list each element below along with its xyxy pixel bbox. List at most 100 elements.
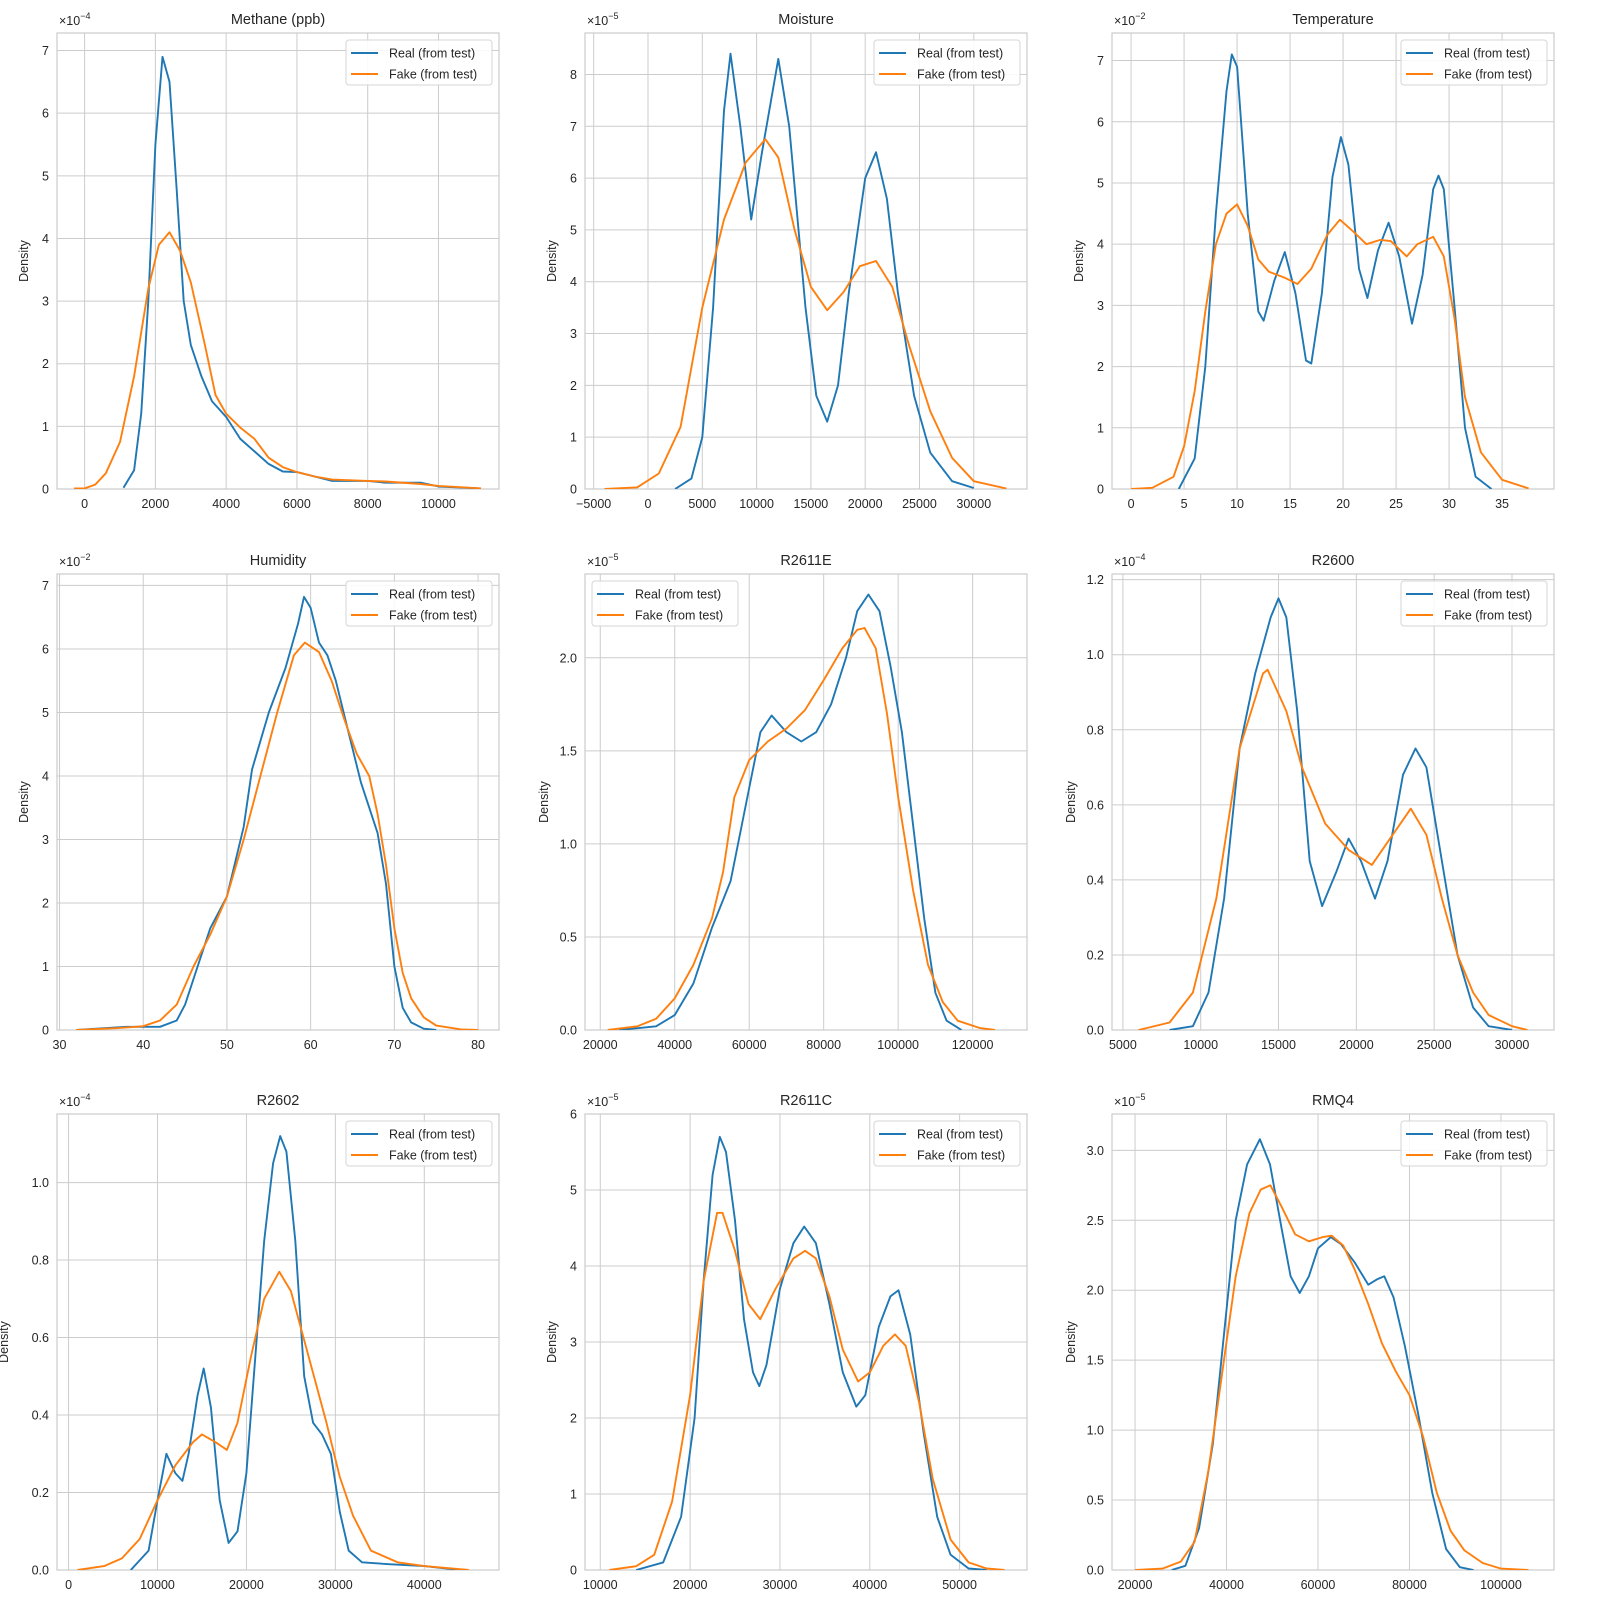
subplot-title: Temperature: [1292, 12, 1373, 28]
offset-text: ×10−5: [1114, 1092, 1145, 1109]
y-tick-label: 3.0: [1087, 1144, 1104, 1158]
x-tick-label: 5000: [688, 497, 716, 511]
y-tick-label: 2: [42, 896, 49, 910]
y-tick-label: 0: [42, 1024, 49, 1038]
axes-frame: [56, 573, 500, 1031]
x-tick-label: 4000: [212, 497, 240, 511]
legend: Real (from test) Fake (from test): [345, 1120, 493, 1167]
x-tick-label: 6000: [283, 497, 311, 511]
x-tick-label: 30000: [763, 1578, 798, 1592]
legend-label: Fake (from test): [389, 1149, 477, 1163]
y-tick-label: 6: [570, 1108, 577, 1122]
y-axis-label: Density: [1064, 780, 1078, 822]
y-tick-label: 1.0: [1087, 1424, 1104, 1438]
x-tick-label: 100000: [877, 1038, 919, 1052]
x-tick-label: 0: [645, 497, 652, 511]
y-tick-label: 2: [42, 357, 49, 371]
offset-exponent: −4: [1135, 552, 1145, 562]
y-tick-label: 3: [570, 327, 577, 341]
x-tick-label: 0: [81, 497, 88, 511]
y-tick-label: 2.0: [560, 651, 577, 665]
offset-text: ×10−2: [59, 552, 90, 569]
offset-text: ×10−4: [1114, 552, 1145, 569]
x-tick-label: 10000: [583, 1578, 618, 1592]
legend-box: [873, 39, 1021, 86]
legend-label: Real (from test): [389, 1128, 475, 1142]
axes-frame: [584, 573, 1028, 1031]
x-tick-label: 5: [1181, 497, 1188, 511]
legend: Real (from test) Fake (from test): [1400, 1120, 1548, 1167]
axes-frame: [56, 1113, 500, 1571]
y-tick-label: 4: [42, 769, 49, 783]
real-density-curve: [1177, 53, 1493, 489]
x-tick-label: 15: [1283, 497, 1297, 511]
axes-frame: [584, 32, 1028, 490]
subplot-7: 0 10000 20000 30000 40000 0.0 0.2 0.4 0.6 0.8 1.0 R…: [0, 1092, 500, 1592]
offset-text: ×10−2: [1114, 11, 1145, 28]
x-tick-label: 0: [1128, 497, 1135, 511]
y-tick-label: 2: [570, 1412, 577, 1426]
offset-text: ×10−4: [59, 11, 90, 28]
offset-exponent: −5: [608, 1092, 618, 1102]
legend-box: [345, 580, 493, 627]
x-tick-label: 60: [304, 1038, 318, 1052]
subplot-title: Moisture: [778, 12, 834, 28]
real-density-curve: [1169, 597, 1513, 1030]
subplot-2: −5000 0 5000 10000 15000 20000 25000 3000001234…: [545, 11, 1028, 511]
y-tick-label: 0.2: [32, 1486, 49, 1500]
x-tick-label: 50: [220, 1038, 234, 1052]
x-tick-label: 10000: [421, 497, 456, 511]
x-tick-label: 0: [65, 1578, 72, 1592]
x-tick-label: 25: [1389, 497, 1403, 511]
subplot-9: 20000 40000 60000 80000 100000 0.0 0.5 1.0 1.5 2.…: [1064, 1092, 1555, 1592]
axes-frame: [1111, 1113, 1555, 1571]
y-tick-label: 3: [42, 833, 49, 847]
x-tick-label: 40000: [657, 1038, 692, 1052]
subplot-1: 0 2000 4000 6000 8000 10000 0 1 2 3 4 5 6 7 Methane (p…: [17, 11, 500, 511]
legend-label: Real (from test): [389, 47, 475, 61]
x-tick-label: 35: [1495, 497, 1509, 511]
y-axis-label: Density: [17, 239, 31, 281]
subplot-4: 30 40 50 60 70 80 0 1 2 3 4 5 6 7 Humidity Density ×10−2…: [17, 552, 500, 1052]
legend-label: Fake (from test): [917, 68, 1005, 82]
x-tick-label: 25000: [1417, 1038, 1452, 1052]
x-tick-label: 20000: [1339, 1038, 1374, 1052]
x-tick-label: 20000: [583, 1038, 618, 1052]
x-tick-label: 30000: [956, 497, 991, 511]
x-tick-label: 10: [1230, 497, 1244, 511]
fake-density-curve: [77, 1270, 469, 1570]
y-tick-label: 4: [1097, 238, 1104, 252]
legend: Real (from test) Fake (from test): [591, 580, 739, 627]
y-tick-label: 2.5: [1087, 1214, 1104, 1228]
y-axis-label: Density: [545, 1320, 559, 1362]
y-axis-label: Density: [0, 1320, 11, 1362]
y-axis-label: Density: [1072, 239, 1086, 281]
fake-density-curve: [607, 627, 996, 1030]
fake-density-curve: [604, 138, 1007, 489]
offset-exponent: −4: [80, 11, 90, 21]
y-tick-label: 6: [1097, 115, 1104, 129]
axes-frame: [1111, 573, 1555, 1031]
y-tick-label: 0: [570, 483, 577, 497]
x-tick-label: 60000: [1301, 1578, 1336, 1592]
subplot-title: RMQ4: [1312, 1093, 1354, 1109]
subplot-title: R2600: [1312, 553, 1355, 569]
y-tick-label: 0: [1097, 483, 1104, 497]
fake-density-curve: [76, 641, 479, 1030]
legend-label: Real (from test): [635, 588, 721, 602]
x-tick-label: 80000: [1392, 1578, 1427, 1592]
legend: Real (from test) Fake (from test): [873, 1120, 1021, 1167]
legend-box: [345, 39, 493, 86]
y-tick-label: 6: [42, 642, 49, 656]
y-tick-label: 7: [42, 44, 49, 58]
y-tick-label: 0.0: [1087, 1024, 1104, 1038]
y-tick-label: 0.0: [32, 1564, 49, 1578]
offset-exponent: −5: [608, 11, 618, 21]
offset-base: ×10: [1114, 14, 1135, 28]
legend-label: Fake (from test): [1444, 609, 1532, 623]
offset-base: ×10: [1114, 555, 1135, 569]
legend: Real (from test) Fake (from test): [345, 39, 493, 86]
legend-label: Real (from test): [917, 47, 1003, 61]
y-axis-label: Density: [545, 239, 559, 281]
offset-base: ×10: [59, 14, 80, 28]
